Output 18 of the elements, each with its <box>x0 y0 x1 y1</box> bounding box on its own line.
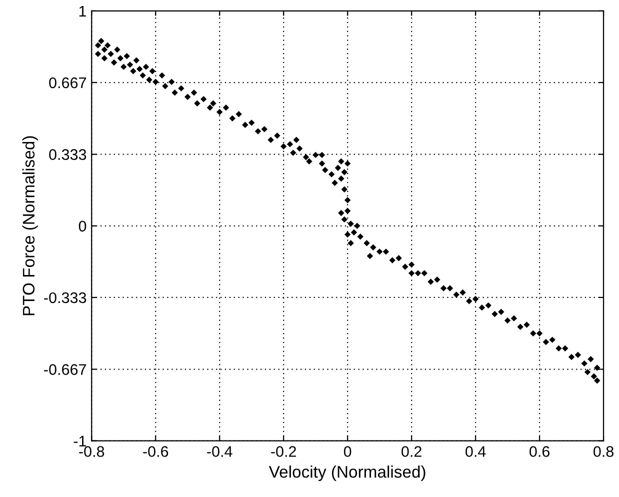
x-tick-label: 0.6 <box>530 446 550 457</box>
y-tick-label: -0.333 <box>44 292 86 304</box>
y-tick-label: -0.667 <box>44 364 86 375</box>
x-tick-label: -0.6 <box>143 446 168 457</box>
x-tick-label: 0 <box>344 446 352 457</box>
y-axis-title: PTO Force (Normalised) <box>22 136 38 316</box>
y-tick-label: 0.333 <box>49 149 86 160</box>
x-tick-label: -0.8 <box>79 446 104 457</box>
x-tick-label: 0.2 <box>402 446 422 457</box>
x-tick-label: 0.8 <box>594 446 614 457</box>
y-tick-label: 0.667 <box>49 77 86 88</box>
x-tick-label: -0.2 <box>271 446 296 457</box>
x-tick-label: 0.4 <box>466 446 486 457</box>
y-tick-label: 1 <box>79 6 86 16</box>
x-axis-title: Velocity (Normalised) <box>268 465 426 482</box>
y-tick-label: 0 <box>78 220 86 232</box>
y-tick-label: -1 <box>74 436 86 446</box>
x-tick-label: -0.4 <box>207 446 232 457</box>
